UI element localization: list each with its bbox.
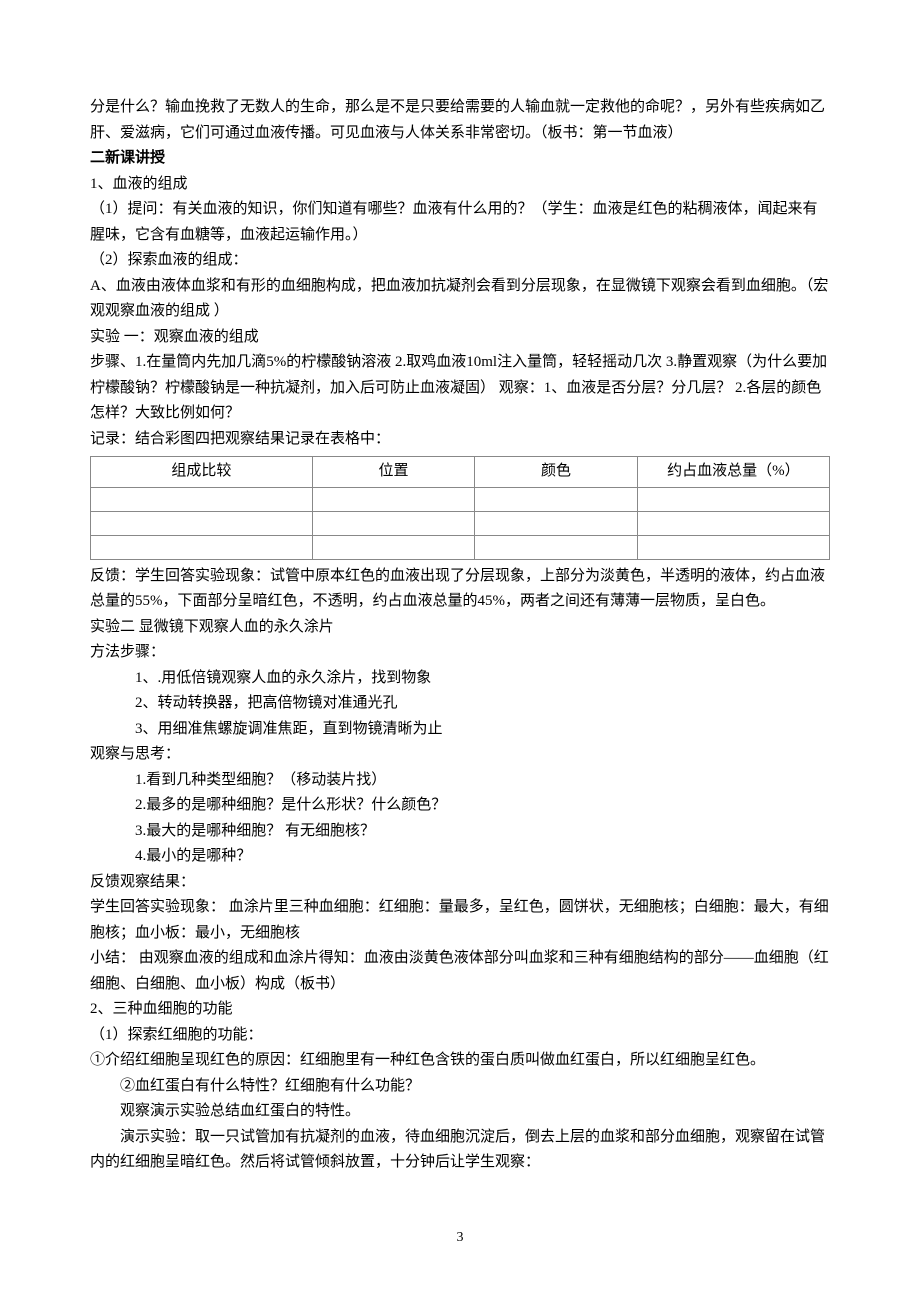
observe-item: 1.看到几种类型细胞？（移动装片找） <box>90 768 830 794</box>
subheading-blood-composition: 1、血液的组成 <box>90 172 830 198</box>
observe-demo: 观察演示实验总结血红蛋白的特性。 <box>90 1099 830 1125</box>
summary-para: 小结： 由观察血液的组成和血涂片得知：血液由淡黄色液体部分叫血浆和三种有细胞结构… <box>90 946 830 997</box>
table-header-cell: 位置 <box>312 457 475 488</box>
blood-structure-para: A、血液由液体血浆和有形的血细胞构成，把血液加抗凝剂会看到分层现象，在显微镜下观… <box>90 274 830 325</box>
table-row <box>91 511 830 535</box>
record-instruction: 记录：结合彩图四把观察结果记录在表格中： <box>90 427 830 453</box>
table-header-cell: 组成比较 <box>91 457 313 488</box>
page-number: 3 <box>90 1226 830 1250</box>
table-header-cell: 约占血液总量（%） <box>637 457 829 488</box>
section-heading: 二新课讲授 <box>90 146 830 172</box>
demo-experiment: 演示实验：取一只试管加有抗凝剂的血液，待血细胞沉淀后，倒去上层的血浆和部分血细胞… <box>90 1125 830 1176</box>
table-cell <box>91 487 313 511</box>
intro-paragraph: 分是什么？输血挽救了无数人的生命，那么是不是只要给需要的人输血就一定救他的命呢？… <box>90 95 830 146</box>
table-cell <box>637 535 829 559</box>
hemoglobin-question: ②血红蛋白有什么特性？红细胞有什么功能？ <box>90 1074 830 1100</box>
step-item: 2、转动转换器，把高倍物镜对准通光孔 <box>90 691 830 717</box>
method-steps-heading: 方法步骤： <box>90 640 830 666</box>
table-cell <box>91 511 313 535</box>
table-header-cell: 颜色 <box>475 457 638 488</box>
student-answer-para: 学生回答实验现象： 血涂片里三种血细胞：红细胞：量最多，呈红色，圆饼状，无细胞核… <box>90 895 830 946</box>
explore-red-cell: （1）探索红细胞的功能： <box>90 1023 830 1049</box>
experiment-1-title: 实验 一：观察血液的组成 <box>90 325 830 351</box>
explore-heading: （2）探索血液的组成： <box>90 248 830 274</box>
observe-think-heading: 观察与思考： <box>90 742 830 768</box>
table-cell <box>475 511 638 535</box>
feedback-result-heading: 反馈观察结果： <box>90 870 830 896</box>
table-row <box>91 487 830 511</box>
experiment-1-steps: 步骤、1.在量筒内先加几滴5%的柠檬酸钠溶液 2.取鸡血液10ml注入量筒，轻轻… <box>90 350 830 427</box>
observation-table: 组成比较 位置 颜色 约占血液总量（%） <box>90 456 830 560</box>
table-cell <box>637 511 829 535</box>
table-cell <box>91 535 313 559</box>
table-header-row: 组成比较 位置 颜色 约占血液总量（%） <box>91 457 830 488</box>
step-item: 1、.用低倍镜观察人血的永久涂片，找到物象 <box>90 666 830 692</box>
table-row <box>91 535 830 559</box>
step-item: 3、用细准焦螺旋调准焦距，直到物镜清晰为止 <box>90 717 830 743</box>
subheading-cell-function: 2、三种血细胞的功能 <box>90 997 830 1023</box>
feedback-paragraph: 反馈：学生回答实验现象：试管中原本红色的血液出现了分层现象，上部分为淡黄色，半透… <box>90 564 830 615</box>
table-cell <box>312 487 475 511</box>
table-cell <box>475 487 638 511</box>
experiment-2-title: 实验二 显微镜下观察人血的永久涂片 <box>90 615 830 641</box>
red-cell-reason: ①介绍红细胞呈现红色的原因：红细胞里有一种红色含铁的蛋白质叫做血红蛋白，所以红细… <box>90 1048 830 1074</box>
table-cell <box>637 487 829 511</box>
observe-item: 2.最多的是哪种细胞？是什么形状？什么颜色？ <box>90 793 830 819</box>
table-cell <box>475 535 638 559</box>
table-cell <box>312 511 475 535</box>
question-paragraph: （1）提问：有关血液的知识，你们知道有哪些？血液有什么用的？（学生：血液是红色的… <box>90 197 830 248</box>
observe-item: 3.最大的是哪种细胞？ 有无细胞核？ <box>90 819 830 845</box>
observe-item: 4.最小的是哪种？ <box>90 844 830 870</box>
table-cell <box>312 535 475 559</box>
